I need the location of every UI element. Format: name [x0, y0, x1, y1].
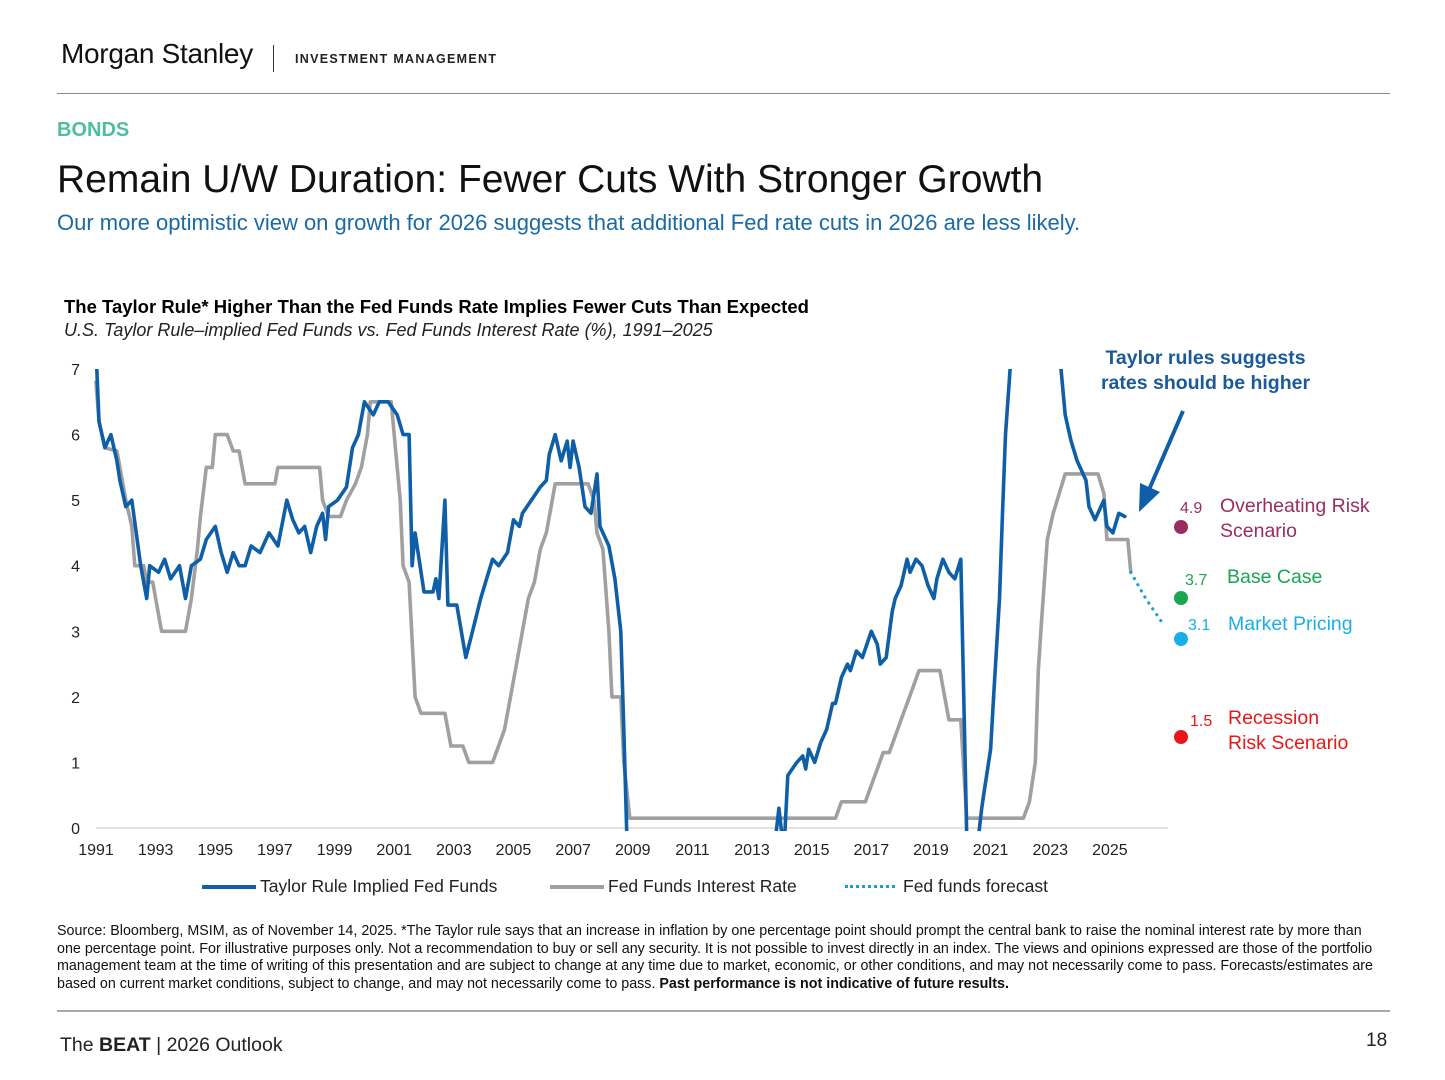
y-tick-label: 6 — [71, 428, 80, 445]
source-note: Source: Bloomberg, MSIM, as of November … — [57, 923, 1387, 993]
scenario-dot — [1174, 632, 1188, 646]
x-tick-label: 1995 — [197, 842, 233, 859]
y-tick-label: 4 — [71, 559, 80, 576]
scenario-recession: 1.5 Recession Risk Scenario — [1190, 706, 1349, 756]
footer-title: The BEAT | 2026 Outlook — [60, 1034, 283, 1057]
annotation-line-2: rates should be higher — [1100, 372, 1311, 394]
legend-swatch — [550, 884, 604, 889]
x-tick-label: 1997 — [257, 842, 293, 859]
x-tick-label: 2009 — [615, 842, 651, 859]
legend-item-forecast: Fed funds forecast — [845, 876, 1048, 897]
chart-annotation: Taylor rules suggests rates should be hi… — [1078, 346, 1333, 396]
scenario-label: Scenario — [1220, 520, 1297, 542]
page-number: 18 — [1366, 1030, 1388, 1051]
page-title: Remain U/W Duration: Fewer Cuts With Str… — [57, 158, 1044, 201]
scenario-value: 3.7 — [1185, 572, 1208, 589]
scenario-dot — [1174, 730, 1188, 744]
scenario-market-pricing: 3.1 Market Pricing — [1188, 612, 1353, 637]
x-tick-label: 1999 — [317, 842, 353, 859]
scenario-base-case: 3.7 Base Case — [1185, 565, 1323, 590]
x-axis: 1991 1993 1995 1997 1999 2001 2003 2005 2007 2009… — [78, 842, 1128, 859]
legend-swatch — [202, 884, 256, 889]
logo-divider — [273, 45, 274, 72]
footer-brand: BEAT — [99, 1034, 151, 1056]
page-subtitle: Our more optimistic view on growth for 2… — [57, 210, 1081, 235]
footer-rule — [57, 1010, 1390, 1012]
scenario-value: 1.5 — [1190, 713, 1213, 730]
x-tick-label: 2021 — [973, 842, 1009, 859]
annotation-line-1: Taylor rules suggests — [1105, 347, 1306, 369]
x-tick-label: 2023 — [1032, 842, 1068, 859]
scenario-overheating: 4.9 Overheating Risk Scenario — [1180, 494, 1370, 544]
fed-funds-forecast-line — [1129, 570, 1166, 627]
x-tick-label: 2001 — [376, 842, 412, 859]
x-tick-label: 2005 — [496, 842, 532, 859]
x-tick-label: 1991 — [78, 842, 114, 859]
x-tick-label: 2019 — [913, 842, 949, 859]
x-tick-label: 2017 — [854, 842, 890, 859]
legend-item-fedfunds: Fed Funds Interest Rate — [550, 876, 797, 897]
annotation-arrow-icon — [1139, 410, 1185, 512]
y-axis: 0 1 2 3 4 5 6 7 — [71, 362, 80, 838]
legend-item-taylor: Taylor Rule Implied Fed Funds — [202, 876, 497, 897]
chart-subtitle: U.S. Taylor Rule–implied Fed Funds vs. F… — [64, 320, 713, 340]
source-text: Source: Bloomberg, MSIM, as of November … — [57, 923, 1373, 992]
x-tick-label: 2011 — [675, 842, 710, 859]
footer-text: The — [60, 1034, 100, 1056]
y-tick-label: 2 — [71, 690, 80, 707]
x-tick-label: 1993 — [138, 842, 174, 859]
scenario-label: Recession — [1228, 707, 1320, 729]
taylor-rule-line — [95, 369, 1127, 831]
scenario-dot — [1174, 520, 1188, 534]
legend-label: Taylor Rule Implied Fed Funds — [260, 876, 498, 896]
scenario-label: Overheating Risk — [1220, 495, 1370, 517]
x-tick-label: 2015 — [794, 842, 830, 859]
x-tick-label: 2003 — [436, 842, 472, 859]
section-label: BONDS — [57, 119, 130, 141]
fed-funds-line — [94, 380, 1133, 821]
y-tick-label: 1 — [71, 755, 80, 772]
x-tick-label: 2013 — [734, 842, 770, 859]
scenario-label: Base Case — [1227, 566, 1323, 588]
y-tick-label: 7 — [71, 362, 80, 379]
source-disclaimer-bold: Past performance is not indicative of fu… — [659, 975, 1009, 992]
chart-title: The Taylor Rule* Higher Than the Fed Fun… — [64, 296, 809, 317]
scenario-value: 4.9 — [1180, 500, 1203, 517]
legend-swatch — [845, 885, 895, 888]
legend-label: Fed Funds Interest Rate — [608, 876, 797, 896]
x-tick-label: 2025 — [1092, 842, 1128, 859]
footer-text: | 2026 Outlook — [150, 1034, 283, 1056]
header-rule — [57, 93, 1390, 94]
legend-label: Fed funds forecast — [903, 876, 1048, 896]
y-tick-label: 0 — [71, 821, 80, 838]
scenario-label: Market Pricing — [1228, 613, 1353, 635]
division-name: INVESTMENT MANAGEMENT — [295, 52, 498, 66]
y-tick-label: 3 — [71, 624, 80, 641]
scenario-dot — [1174, 591, 1188, 605]
x-tick-label: 2007 — [555, 842, 591, 859]
scenario-value: 3.1 — [1188, 617, 1211, 634]
scenario-label: Risk Scenario — [1228, 732, 1349, 754]
y-tick-label: 5 — [71, 493, 80, 510]
morgan-stanley-logo: Morgan Stanley — [61, 38, 253, 69]
